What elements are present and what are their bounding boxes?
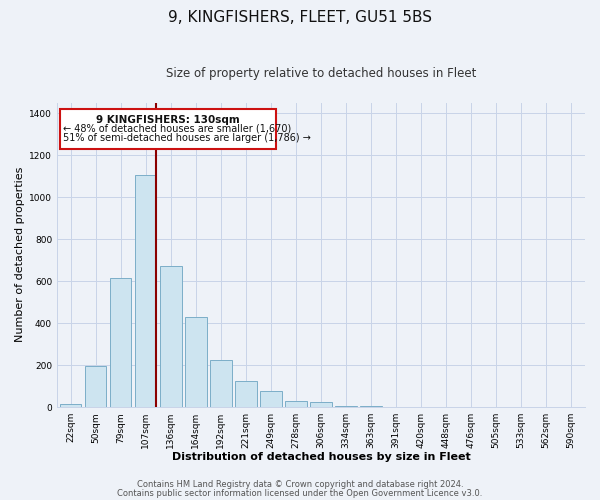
Text: 51% of semi-detached houses are larger (1,786) →: 51% of semi-detached houses are larger (… [63,133,311,143]
Bar [235,381,257,407]
Bar [361,406,382,407]
Text: Contains HM Land Registry data © Crown copyright and database right 2024.: Contains HM Land Registry data © Crown c… [137,480,463,489]
Text: Contains public sector information licensed under the Open Government Licence v3: Contains public sector information licen… [118,488,482,498]
Bar [286,401,307,407]
Bar [135,175,157,407]
Bar [160,266,182,407]
Bar [59,109,276,148]
X-axis label: Distribution of detached houses by size in Fleet: Distribution of detached houses by size … [172,452,470,462]
Bar [85,366,106,407]
Title: Size of property relative to detached houses in Fleet: Size of property relative to detached ho… [166,68,476,80]
Bar [210,360,232,407]
Bar [60,404,82,407]
Bar [185,317,206,407]
Text: 9 KINGFISHERS: 130sqm: 9 KINGFISHERS: 130sqm [96,114,239,124]
Y-axis label: Number of detached properties: Number of detached properties [15,167,25,342]
Bar [110,278,131,407]
Text: 9, KINGFISHERS, FLEET, GU51 5BS: 9, KINGFISHERS, FLEET, GU51 5BS [168,10,432,25]
Bar [310,402,332,407]
Text: ← 48% of detached houses are smaller (1,670): ← 48% of detached houses are smaller (1,… [63,124,292,134]
Bar [335,406,356,407]
Bar [260,392,281,407]
